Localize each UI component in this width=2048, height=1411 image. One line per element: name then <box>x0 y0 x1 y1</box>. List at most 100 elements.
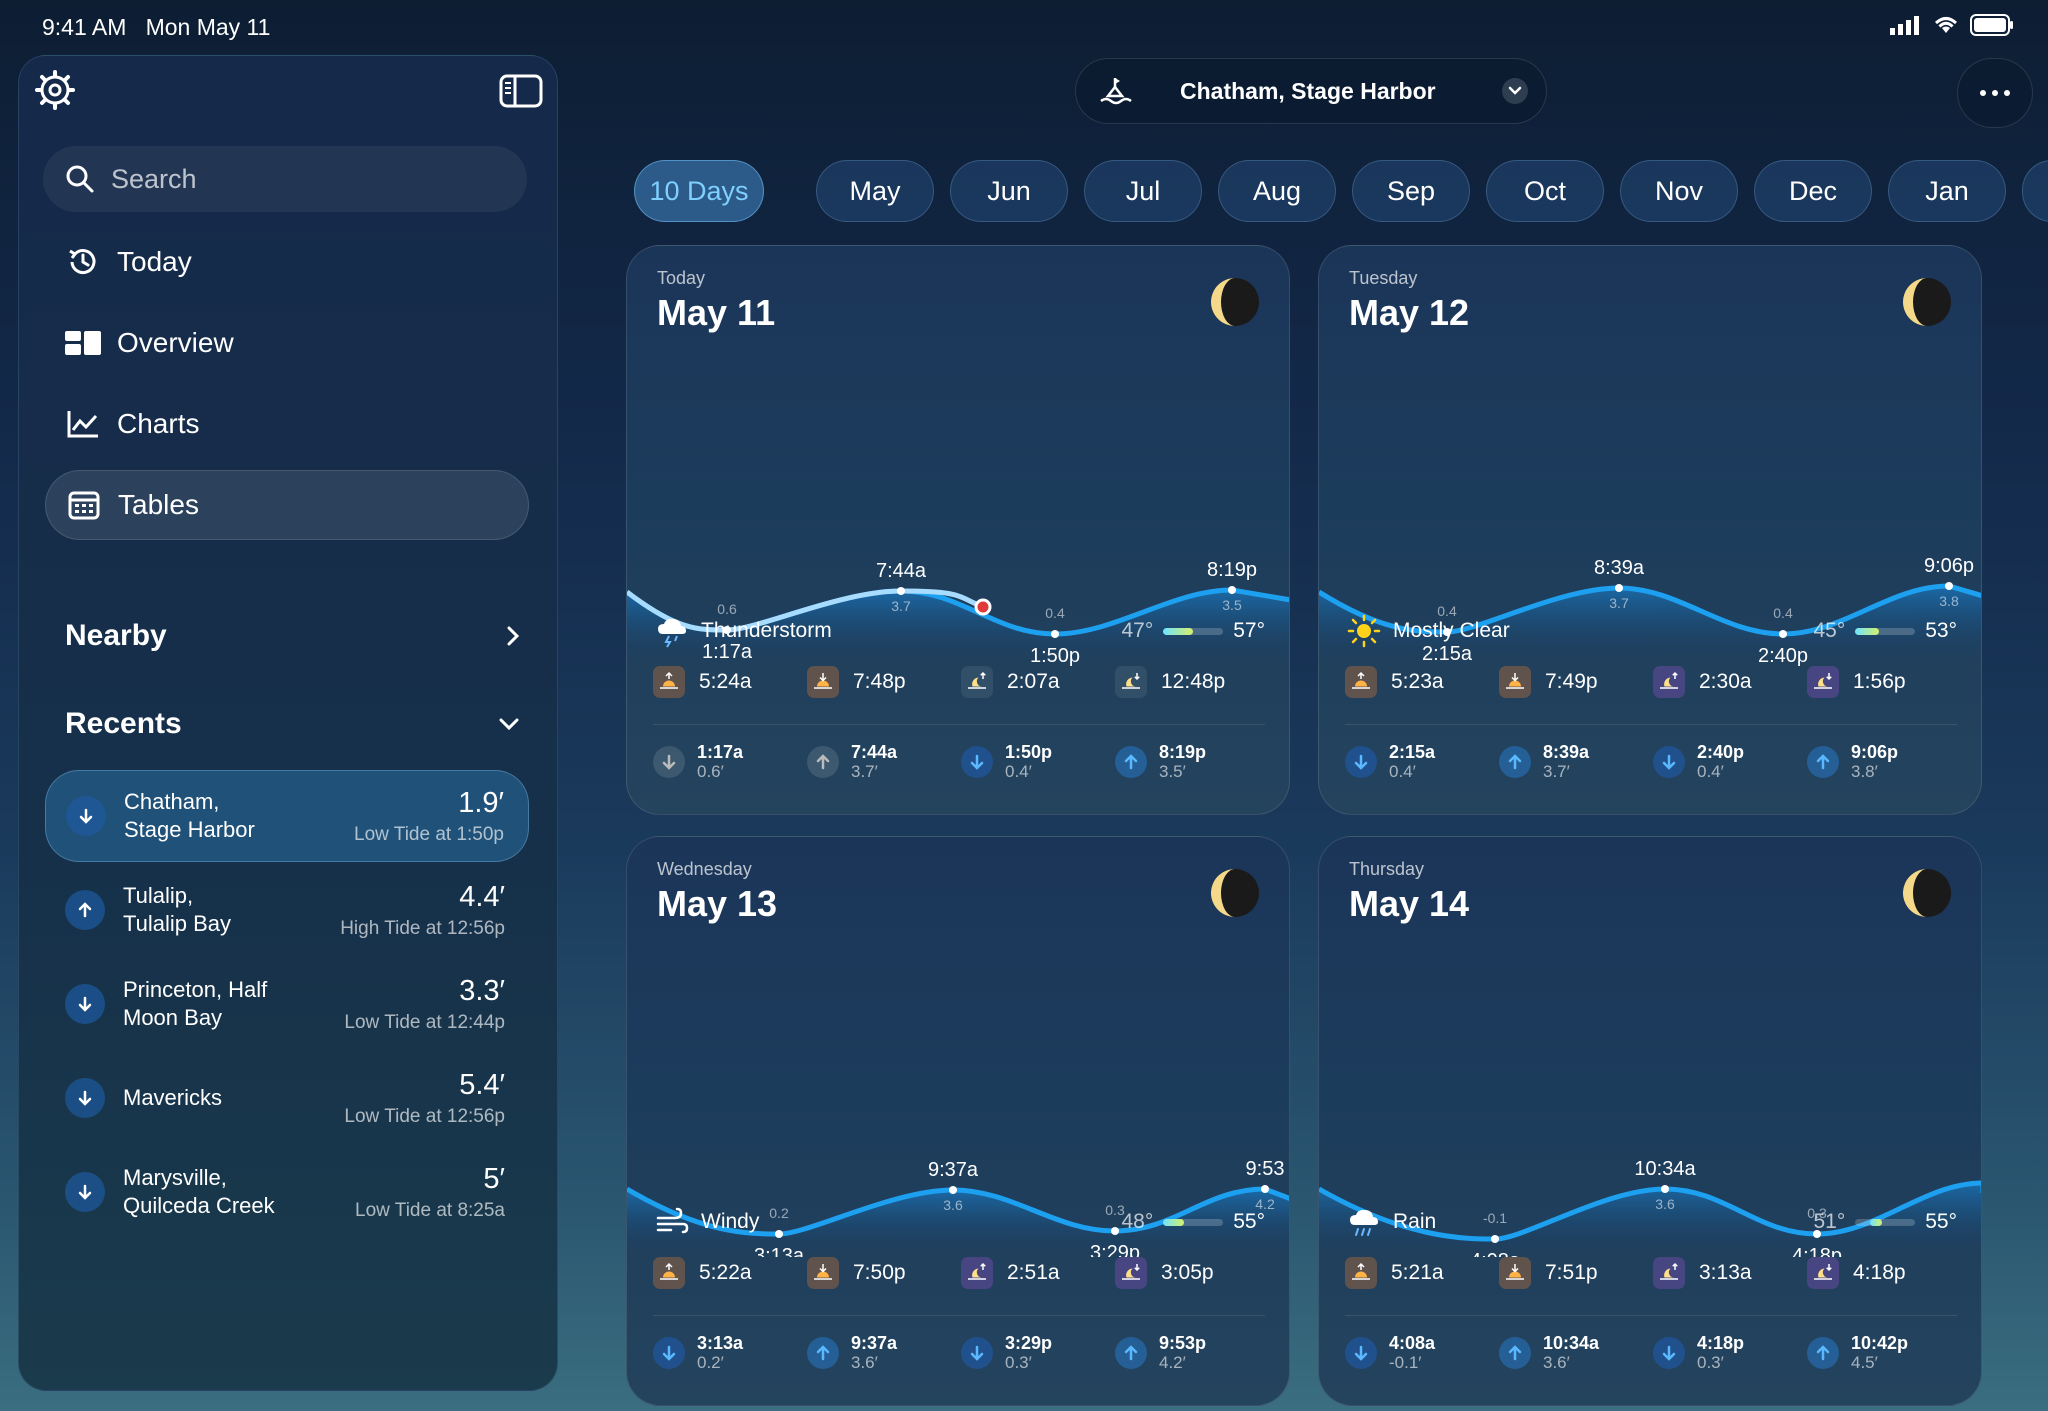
recent-location-item[interactable]: Tulalip, Tulalip Bay 4.4′ High Tide at 12… <box>45 864 529 956</box>
tide-point-time: 9:53 <box>1246 1158 1285 1180</box>
sunrise-time: 5:21a <box>1345 1257 1499 1289</box>
temp-high: 55° <box>1233 1210 1265 1233</box>
tides-row: 3:13a 0.2′ 9:37a 3.6′ 3:29p 0.3′ 9:53p 4.2′ <box>653 1333 1269 1373</box>
tide-point-value: -0.1 <box>1483 1210 1507 1226</box>
arrow-up-icon <box>1807 1337 1839 1369</box>
tab-oct[interactable]: Oct <box>1486 160 1604 222</box>
tide-point-value: 0.3 <box>1105 1202 1125 1218</box>
tide-height: 5.4′ <box>459 1068 505 1101</box>
moonset-icon <box>1807 666 1839 698</box>
tab-10-days[interactable]: 10 Days <box>634 160 764 222</box>
tides-row: 4:08a -0.1′ 10:34a 3.6′ 4:18p 0.3′ 10:42p 4.… <box>1345 1333 1961 1373</box>
arrow-down-icon <box>1653 1337 1685 1369</box>
recent-location-name: Marysville, Quilceda Creek <box>123 1165 275 1218</box>
history-clock-icon <box>65 244 101 280</box>
sidebar-toggle-icon[interactable] <box>499 74 543 108</box>
location-picker[interactable]: Chatham, Stage Harbor <box>1075 58 1547 124</box>
divider <box>653 1315 1265 1316</box>
tide-point-time: 1:17a <box>702 641 753 663</box>
moon-phase-icon <box>1903 278 1951 326</box>
next-tide-text: Low Tide at 12:56p <box>344 1105 505 1127</box>
day-of-week: Thursday <box>1349 859 1425 879</box>
tide-point-time: 4:18p <box>1792 1245 1842 1257</box>
sunset-icon <box>807 666 839 698</box>
tide-point <box>1779 630 1787 638</box>
nearby-section-header[interactable]: Nearby <box>65 619 521 653</box>
search-input[interactable] <box>111 163 491 195</box>
recent-location-item[interactable]: Chatham, Stage Harbor 1.9′ Low Tide at 1:… <box>45 770 529 862</box>
tide-height: 3.3′ <box>459 974 505 1007</box>
arrow-down-icon <box>1345 1337 1377 1369</box>
more-options-button[interactable] <box>1957 58 2033 128</box>
tab-next-month[interactable] <box>2022 160 2048 222</box>
moonset-icon <box>1115 666 1147 698</box>
weather-condition: Rain <box>1393 1210 1437 1233</box>
tide-entry: 10:42p 4.5′ <box>1807 1333 1961 1373</box>
arrow-down-icon <box>653 1337 685 1369</box>
sidebar-item-tables[interactable]: Tables <box>45 470 529 540</box>
tide-entry: 4:18p 0.3′ <box>1653 1333 1807 1373</box>
sunrise-time: 5:23a <box>1345 666 1499 698</box>
tide-entry: 2:40p 0.4′ <box>1653 742 1807 782</box>
moonrise-icon <box>1653 1257 1685 1289</box>
recent-location-item[interactable]: Marysville, Quilceda Creek 5′ Low Tide at… <box>45 1146 529 1238</box>
search-field[interactable] <box>43 146 527 212</box>
status-bar: 9:41 AM Mon May 11 <box>0 0 2048 52</box>
tide-point-value: 3.6 <box>943 1197 963 1213</box>
sun-moon-row: 5:22a 7:50p 2:51a 3:05p <box>653 1257 1269 1289</box>
sunset-time: 7:50p <box>807 1257 961 1289</box>
rain-icon <box>1350 1209 1378 1236</box>
arrow-up-icon <box>1115 746 1147 778</box>
tab-nov[interactable]: Nov <box>1620 160 1738 222</box>
recent-location-item[interactable]: Princeton, Half Moon Bay 3.3′ Low Tide at… <box>45 958 529 1050</box>
tide-entry: 2:15a 0.4′ <box>1345 742 1499 782</box>
current-time-marker <box>974 598 992 616</box>
sunset-icon <box>1499 666 1531 698</box>
arrow-up-icon <box>807 1337 839 1369</box>
sidebar-item-today[interactable]: Today <box>45 227 529 297</box>
tide-chart: 0.2 3:13a 3.6 9:37a 0.3 3:29p 4.2 9:53 <box>627 1158 1289 1257</box>
tab-dec[interactable]: Dec <box>1754 160 1872 222</box>
tide-point <box>1051 630 1059 638</box>
tab-jul[interactable]: Jul <box>1084 160 1202 222</box>
tide-point-value: 3.6 <box>1655 1196 1675 1212</box>
temp-range-bar <box>1163 1218 1224 1226</box>
day-card[interactable]: Today May 11 0.6 1:17a 3.7 7:44a 0.4 1:50p 3.5… <box>626 245 1290 815</box>
divider <box>1345 724 1957 725</box>
divider <box>1345 1315 1957 1316</box>
tide-point-time: 7:44a <box>876 560 927 582</box>
tide-entry: 9:06p 3.8′ <box>1807 742 1961 782</box>
sunrise-time: 5:24a <box>653 666 807 698</box>
sidebar-item-charts[interactable]: Charts <box>45 389 529 459</box>
status-icons <box>1890 14 2014 36</box>
tab-may[interactable]: May <box>816 160 934 222</box>
tide-point <box>949 1186 957 1194</box>
recents-section-header[interactable]: Recents <box>65 707 521 741</box>
tide-entry: 3:13a 0.2′ <box>653 1333 807 1373</box>
sidebar-item-overview[interactable]: Overview <box>45 308 529 378</box>
day-card[interactable]: Thursday May 14 -0.1 4:08a 3.6 10:34a 0.3 4:1… <box>1318 836 1982 1406</box>
sunrise-icon <box>1345 666 1377 698</box>
recent-location-item[interactable]: Mavericks 5.4′ Low Tide at 12:56p <box>45 1052 529 1144</box>
gear-icon[interactable] <box>35 70 75 110</box>
tide-height: 5′ <box>483 1162 505 1195</box>
tide-point-value: 0.4 <box>1437 603 1457 619</box>
buoy-icon <box>1100 78 1132 105</box>
tide-point-time: 4:08a <box>1470 1250 1521 1257</box>
weather-condition: Thunderstorm <box>701 619 832 642</box>
tab-jan[interactable]: Jan <box>1888 160 2006 222</box>
temp-range-bar <box>1163 627 1224 635</box>
sidebar: Today Overview Charts Tables Nearby Rece… <box>18 55 558 1391</box>
weather-row: Mostly Clear 45° 53° <box>1347 614 1957 648</box>
day-card[interactable]: Tuesday May 12 0.4 2:15a 3.7 8:39a 0.4 2:40p 3… <box>1318 245 1982 815</box>
tab-jun[interactable]: Jun <box>950 160 1068 222</box>
recent-location-name: Mavericks <box>123 1085 223 1110</box>
tab-sep[interactable]: Sep <box>1352 160 1470 222</box>
tide-point <box>1945 582 1953 590</box>
arrow-up-icon <box>65 890 105 930</box>
tide-chart: 0.6 1:17a 3.7 7:44a 0.4 1:50p 3.5 8:19p <box>627 559 1289 666</box>
tide-point-value: 3.7 <box>891 598 911 614</box>
day-card[interactable]: Wednesday May 13 0.2 3:13a 3.6 9:37a 0.3 3:29… <box>626 836 1290 1406</box>
arrow-down-icon <box>1653 746 1685 778</box>
tab-aug[interactable]: Aug <box>1218 160 1336 222</box>
